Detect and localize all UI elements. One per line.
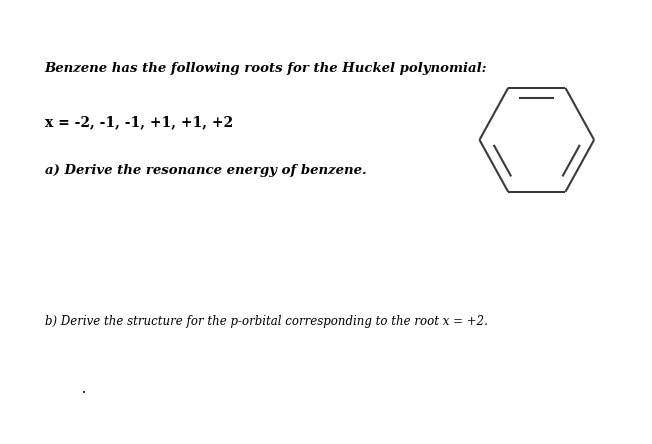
Text: •: • bbox=[82, 390, 86, 396]
Text: b) Derive the structure for the p-orbital corresponding to the root x = +2.: b) Derive the structure for the p-orbita… bbox=[45, 315, 488, 329]
Text: Benzene has the following roots for the Huckel polynomial:: Benzene has the following roots for the … bbox=[44, 62, 487, 75]
Text: x = -2, -1, -1, +1, +1, +2: x = -2, -1, -1, +1, +1, +2 bbox=[45, 115, 233, 129]
Text: a) Derive the resonance energy of benzene.: a) Derive the resonance energy of benzen… bbox=[45, 164, 366, 178]
